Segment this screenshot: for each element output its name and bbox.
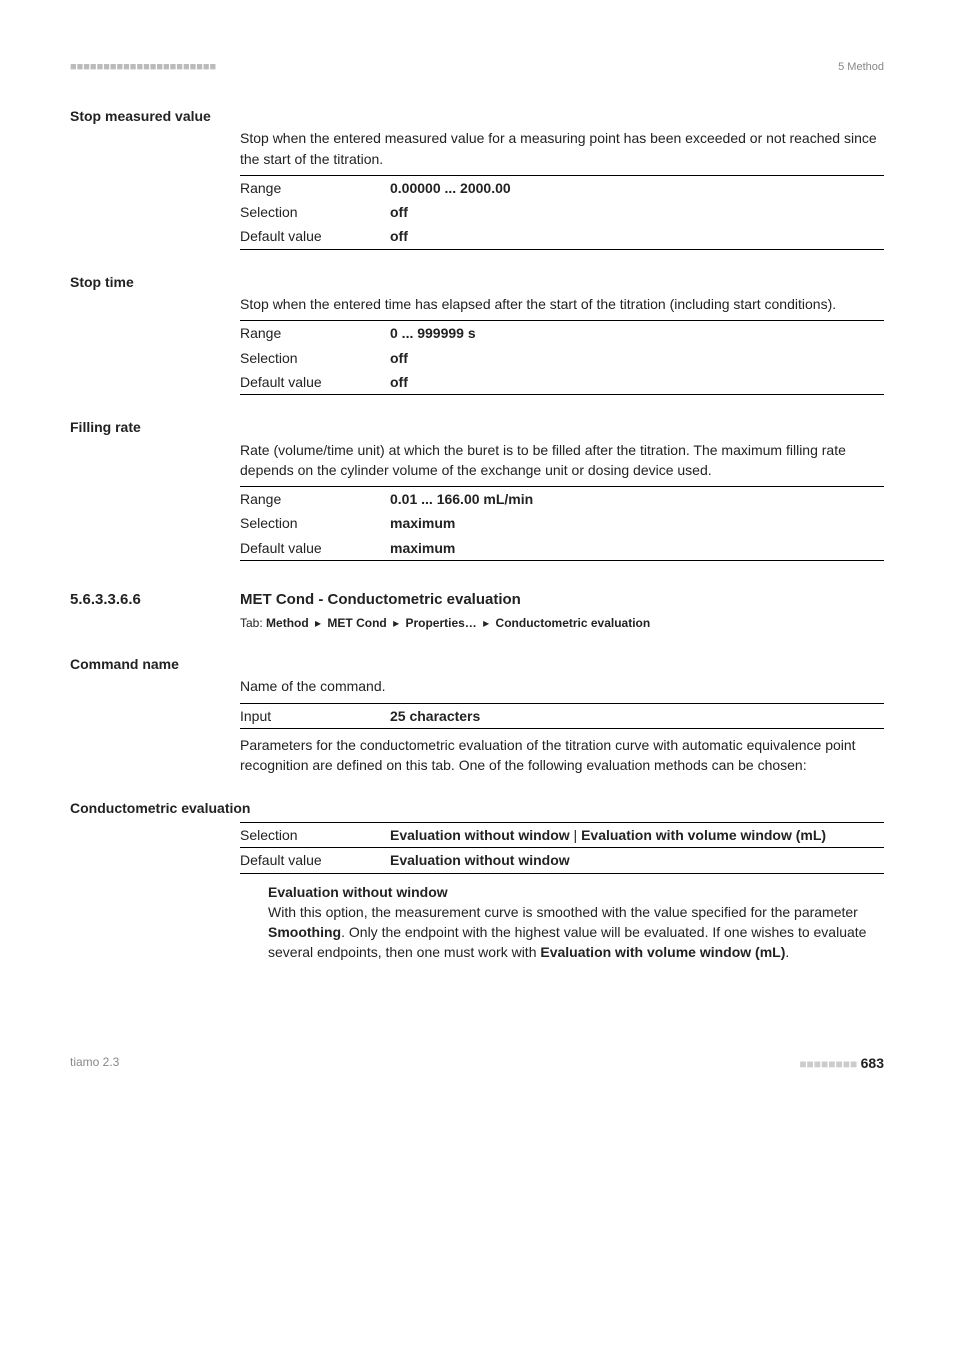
- eval-text: With this option, the measurement curve …: [268, 904, 858, 920]
- tab-part: Conductometric evaluation: [496, 616, 651, 630]
- cell-value: off: [390, 200, 884, 224]
- table-row: Default value off: [240, 224, 884, 249]
- selection-option: Evaluation without window: [390, 827, 570, 843]
- cell-key: Range: [240, 175, 390, 200]
- footer-page: ■■■■■■■■ 683: [799, 1053, 884, 1073]
- subsection-number: 5.6.3.3.6.6: [70, 589, 240, 611]
- cell-key: Input: [240, 703, 390, 728]
- header-section-label: 5 Method: [838, 60, 884, 76]
- eval-bold: Evaluation with volume window (mL): [540, 944, 785, 960]
- selection-option: Evaluation with volume window (mL): [581, 827, 826, 843]
- cell-key: Default value: [240, 536, 390, 561]
- tab-part: MET Cond: [327, 616, 386, 630]
- cell-value: 0.01 ... 166.00 mL/min: [390, 487, 884, 512]
- cell-key: Selection: [240, 346, 390, 370]
- desc-command-name: Name of the command.: [240, 676, 884, 696]
- arrow-icon: ▸: [390, 616, 402, 630]
- eval-option-body: With this option, the measurement curve …: [268, 902, 884, 963]
- table-row: Default value Evaluation without window: [240, 848, 884, 873]
- table-row: Selection off: [240, 200, 884, 224]
- table-row: Range 0.00000 ... 2000.00: [240, 175, 884, 200]
- cell-value: maximum: [390, 511, 884, 535]
- table-row: Input 25 characters: [240, 703, 884, 728]
- cell-value: Evaluation without window | Evaluation w…: [390, 822, 884, 847]
- cell-key: Selection: [240, 511, 390, 535]
- table-row: Selection maximum: [240, 511, 884, 535]
- heading-cond-eval: Conductometric evaluation: [70, 798, 884, 818]
- arrow-icon: ▸: [480, 616, 492, 630]
- tab-breadcrumb: Tab: Method ▸ MET Cond ▸ Properties… ▸ C…: [240, 615, 884, 632]
- tab-prefix: Tab:: [240, 616, 263, 630]
- table-row: Default value maximum: [240, 536, 884, 561]
- heading-stop-measured: Stop measured value: [70, 106, 884, 126]
- table-command-input: Input 25 characters: [240, 703, 884, 729]
- arrow-icon: ▸: [312, 616, 324, 630]
- page-footer: tiamo 2.3 ■■■■■■■■ 683: [70, 1053, 884, 1073]
- tab-part: Properties…: [405, 616, 476, 630]
- tab-part: Method: [266, 616, 309, 630]
- table-row: Range 0 ... 999999 s: [240, 321, 884, 346]
- heading-command-name: Command name: [70, 654, 884, 674]
- footer-page-number: 683: [861, 1055, 884, 1071]
- subsection-header: 5.6.3.3.6.6 MET Cond - Conductometric ev…: [70, 589, 884, 611]
- cell-value: off: [390, 346, 884, 370]
- table-row: Selection Evaluation without window | Ev…: [240, 822, 884, 847]
- cell-value: Evaluation without window: [390, 848, 884, 873]
- desc-stop-measured: Stop when the entered measured value for…: [240, 128, 884, 169]
- eval-option-heading: Evaluation without window: [268, 882, 884, 902]
- cell-value: 0.00000 ... 2000.00: [390, 175, 884, 200]
- table-row: Selection off: [240, 346, 884, 370]
- table-row: Range 0.01 ... 166.00 mL/min: [240, 487, 884, 512]
- footer-decoration: ■■■■■■■■: [799, 1057, 857, 1071]
- cell-key: Range: [240, 321, 390, 346]
- cell-key: Selection: [240, 200, 390, 224]
- desc-filling-rate: Rate (volume/time unit) at which the bur…: [240, 440, 884, 481]
- cell-key: Default value: [240, 370, 390, 395]
- table-stop-time: Range 0 ... 999999 s Selection off Defau…: [240, 320, 884, 395]
- heading-filling-rate: Filling rate: [70, 417, 884, 437]
- eval-text: .: [785, 944, 789, 960]
- page-header: ■■■■■■■■■■■■■■■■■■■■■■ 5 Method: [70, 60, 884, 76]
- desc-stop-time: Stop when the entered time has elapsed a…: [240, 294, 884, 314]
- table-cond-eval: Selection Evaluation without window | Ev…: [240, 822, 884, 874]
- table-filling-rate: Range 0.01 ... 166.00 mL/min Selection m…: [240, 486, 884, 561]
- table-stop-measured: Range 0.00000 ... 2000.00 Selection off …: [240, 175, 884, 250]
- header-decoration-left: ■■■■■■■■■■■■■■■■■■■■■■: [70, 60, 216, 76]
- cell-key: Default value: [240, 224, 390, 249]
- desc-command-after: Parameters for the conductometric evalua…: [240, 735, 884, 776]
- heading-stop-time: Stop time: [70, 272, 884, 292]
- cell-value: 0 ... 999999 s: [390, 321, 884, 346]
- cell-key: Selection: [240, 822, 390, 847]
- footer-product: tiamo 2.3: [70, 1054, 119, 1071]
- cell-value: off: [390, 370, 884, 395]
- eval-bold: Smoothing: [268, 924, 341, 940]
- cell-key: Default value: [240, 848, 390, 873]
- table-row: Default value off: [240, 370, 884, 395]
- selection-sep: |: [570, 827, 581, 843]
- subsection-title: MET Cond - Conductometric evaluation: [240, 589, 521, 611]
- cell-value: maximum: [390, 536, 884, 561]
- cell-key: Range: [240, 487, 390, 512]
- cell-value: 25 characters: [390, 703, 884, 728]
- cell-value: off: [390, 224, 884, 249]
